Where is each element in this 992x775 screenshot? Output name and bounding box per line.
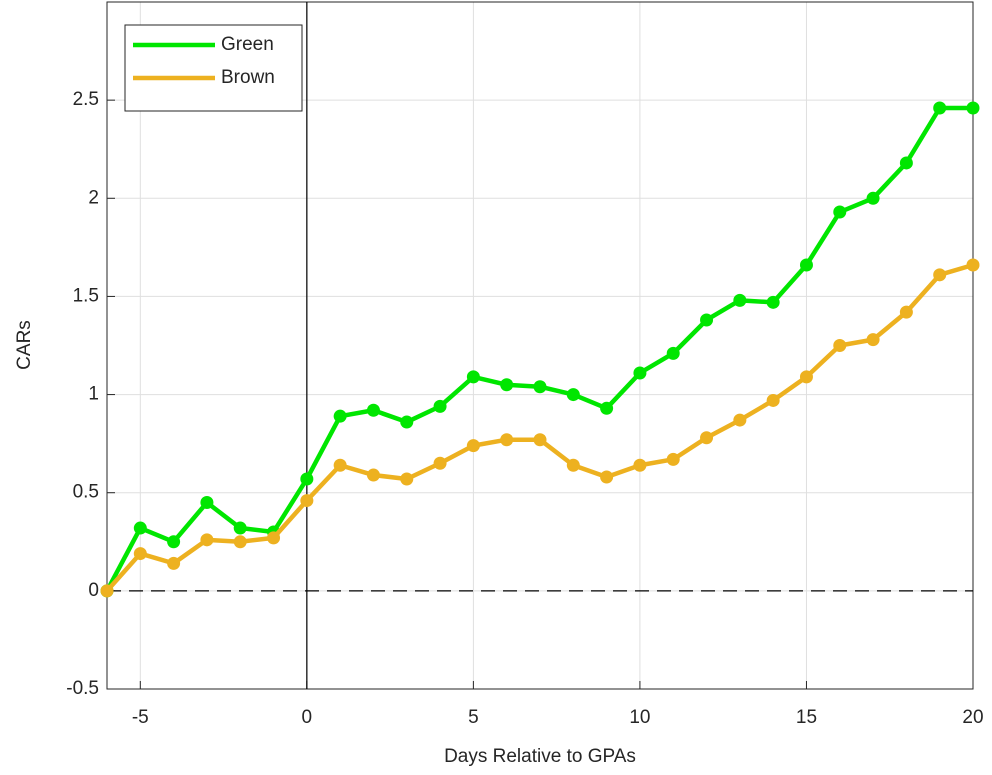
data-point bbox=[866, 333, 880, 347]
data-point bbox=[500, 433, 514, 447]
data-point bbox=[933, 101, 947, 115]
data-point bbox=[433, 399, 447, 413]
x-tick-label: -5 bbox=[132, 707, 149, 728]
legend-label: Green bbox=[221, 34, 274, 55]
data-point bbox=[700, 313, 714, 327]
plot-frame bbox=[106, 1, 974, 690]
x-tick-label: 5 bbox=[468, 707, 479, 728]
x-tick-label: 10 bbox=[629, 707, 650, 728]
y-axis-label: CARs bbox=[14, 320, 35, 370]
data-point bbox=[766, 393, 780, 407]
data-point bbox=[733, 293, 747, 307]
x-tick-label: 15 bbox=[796, 707, 817, 728]
y-tick-label: 1 bbox=[88, 384, 99, 405]
data-point bbox=[833, 205, 847, 219]
data-point bbox=[799, 258, 813, 272]
data-point bbox=[566, 458, 580, 472]
data-point bbox=[500, 378, 514, 392]
data-point bbox=[833, 339, 847, 352]
data-point bbox=[933, 268, 947, 282]
data-point bbox=[666, 346, 680, 360]
data-point bbox=[966, 101, 980, 115]
data-point bbox=[233, 521, 247, 535]
data-point bbox=[899, 305, 913, 319]
data-point bbox=[766, 295, 780, 309]
data-point bbox=[966, 258, 980, 272]
y-tick-label: 2.5 bbox=[73, 89, 99, 110]
data-point bbox=[400, 415, 414, 429]
data-point bbox=[866, 191, 880, 205]
y-tick-label: 2 bbox=[88, 187, 99, 208]
data-point bbox=[133, 521, 147, 535]
data-point bbox=[700, 431, 714, 445]
x-tick-label: 20 bbox=[962, 707, 983, 728]
data-point bbox=[133, 547, 147, 561]
data-point bbox=[633, 366, 647, 380]
y-tick-label: 0.5 bbox=[73, 482, 99, 503]
data-point bbox=[333, 458, 347, 472]
data-point bbox=[300, 494, 314, 508]
data-point bbox=[167, 535, 181, 549]
x-axis-label: Days Relative to GPAs bbox=[444, 746, 636, 767]
data-point bbox=[799, 370, 813, 384]
y-tick-label: -0.5 bbox=[66, 678, 99, 699]
data-point bbox=[366, 468, 380, 482]
data-point bbox=[400, 472, 414, 486]
x-tick-label: 0 bbox=[302, 707, 313, 728]
legend-box bbox=[124, 24, 303, 112]
data-point bbox=[533, 380, 547, 394]
data-point bbox=[466, 370, 480, 384]
data-point bbox=[533, 433, 547, 447]
legend-label: Brown bbox=[221, 67, 275, 88]
data-point bbox=[733, 413, 747, 427]
data-point bbox=[566, 388, 580, 402]
data-point bbox=[466, 439, 480, 453]
data-point bbox=[167, 556, 181, 570]
data-point bbox=[100, 584, 114, 598]
data-point bbox=[600, 470, 614, 484]
data-point bbox=[267, 531, 281, 545]
y-tick-label: 0 bbox=[88, 580, 99, 601]
data-point bbox=[333, 409, 347, 423]
data-point bbox=[633, 458, 647, 472]
data-point bbox=[200, 496, 214, 510]
data-point bbox=[666, 452, 680, 466]
data-point bbox=[200, 533, 214, 547]
data-point bbox=[899, 156, 913, 170]
data-point bbox=[233, 535, 247, 549]
data-point bbox=[300, 472, 314, 486]
y-tick-label: 1.5 bbox=[73, 285, 99, 306]
data-point bbox=[433, 456, 447, 470]
data-point bbox=[366, 403, 380, 417]
data-point bbox=[600, 401, 614, 415]
